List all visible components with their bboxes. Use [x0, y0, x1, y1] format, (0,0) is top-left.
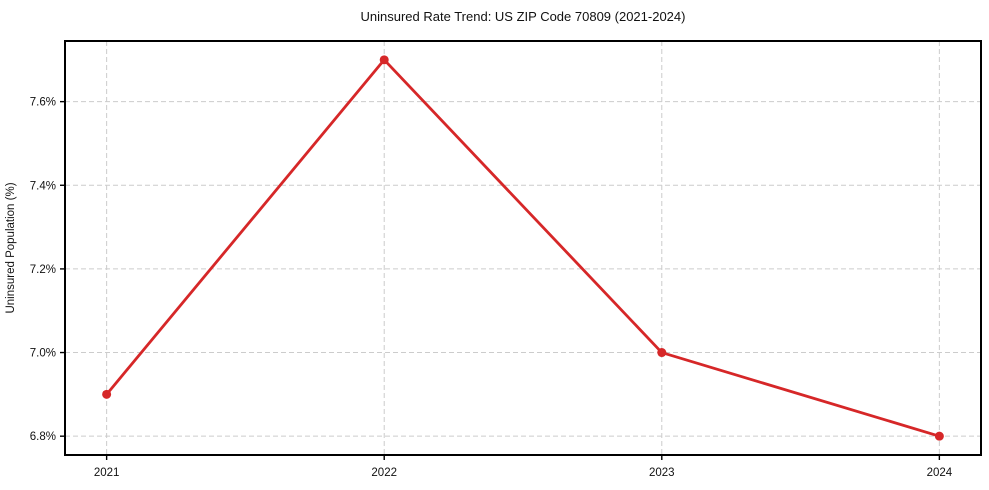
trend-line — [105, 58, 941, 438]
data-point-2024 — [934, 431, 944, 441]
y-tick-label: 7.4% — [30, 180, 56, 192]
y-tick-label: 6.8% — [30, 431, 56, 443]
y-tick-label: 7.0% — [30, 348, 56, 360]
chart-title: Uninsured Rate Trend: US ZIP Code 70809 … — [361, 9, 686, 24]
data-point-2022 — [379, 55, 389, 65]
x-tick-label: 2021 — [94, 467, 120, 479]
y-axis-label: Uninsured Population (%) — [5, 182, 17, 313]
x-tick-label: 2022 — [371, 467, 397, 479]
plot-border — [64, 40, 982, 456]
x-tick-label: 2023 — [649, 467, 675, 479]
data-point-2021 — [102, 389, 112, 399]
x-tick-label: 2024 — [927, 467, 953, 479]
y-tick-label: 7.2% — [30, 264, 56, 276]
y-tick-label: 7.6% — [30, 97, 56, 109]
data-point-2023 — [657, 348, 667, 358]
